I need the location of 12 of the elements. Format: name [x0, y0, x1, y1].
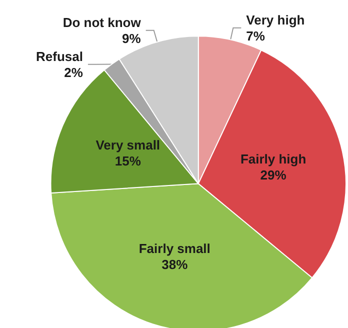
slice-label: Fairly small — [138, 241, 210, 256]
data-label: 29% — [260, 167, 287, 182]
slice-label: Do not know — [62, 14, 142, 30]
data-label: 9% — [122, 30, 142, 46]
slice-label: Refusal — [36, 48, 83, 64]
data-label: 38% — [162, 257, 188, 272]
data-label: 7% — [246, 28, 266, 44]
slice-label: Very small — [96, 138, 160, 153]
slice-label: Very high — [246, 12, 305, 28]
data-label: 2% — [64, 64, 84, 80]
data-label: 15% — [114, 154, 142, 169]
slice-label: Fairly high — [240, 151, 306, 166]
